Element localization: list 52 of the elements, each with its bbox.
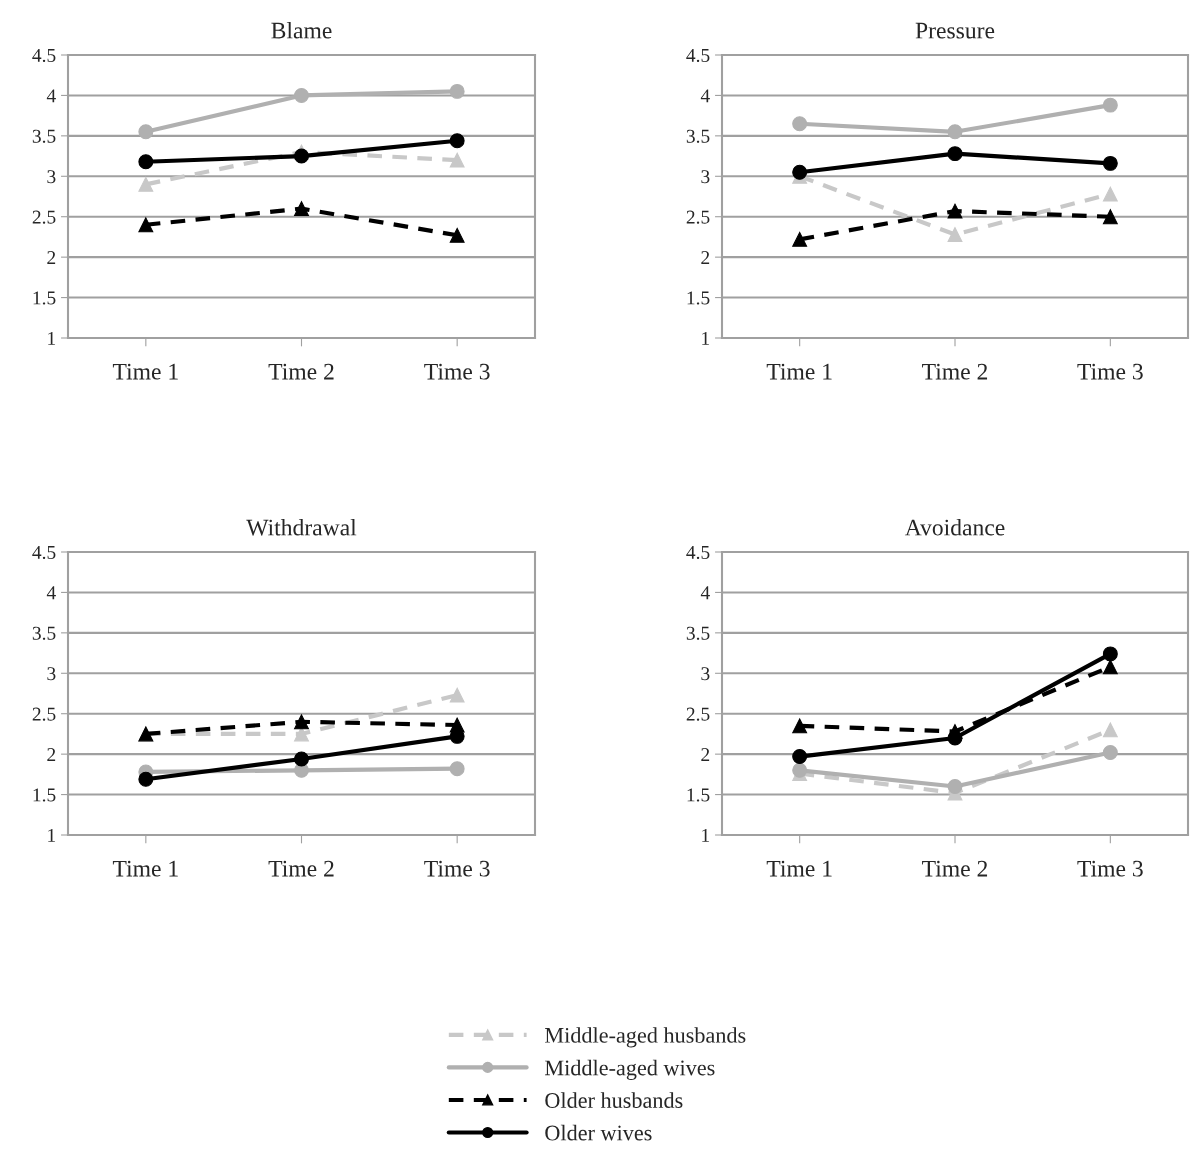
y-tick-label: 3 [701, 667, 710, 681]
y-tick-label: 4 [700, 586, 710, 600]
chart-title: Avoidance [904, 518, 1005, 536]
y-tick-label: 1 [48, 828, 56, 842]
y-tick-label: 1.5 [33, 291, 56, 305]
y-tick-label: 3 [47, 667, 56, 681]
y-tick-label: 1.5 [687, 291, 710, 305]
y-tick-label: 1 [48, 331, 56, 345]
y-tick-label: 1.5 [687, 788, 710, 802]
x-tick-label: Time 3 [424, 860, 490, 877]
y-tick-label: 3.5 [686, 626, 710, 640]
y-tick-label: 4 [46, 586, 56, 600]
legend-label: Older husbands [545, 1092, 683, 1108]
y-tick-label: 2.5 [686, 210, 710, 224]
y-tick-label: 3 [701, 170, 710, 184]
y-tick-label: 1.5 [33, 788, 56, 802]
y-tick-label: 2.5 [32, 707, 56, 721]
chart-title: Blame [271, 21, 332, 39]
x-tick-label: Time 3 [424, 363, 490, 380]
x-tick-label: Time 1 [112, 363, 178, 380]
y-tick-label: 2.5 [686, 707, 710, 721]
y-tick-label: 4.5 [686, 545, 710, 560]
y-tick-label: 3.5 [32, 129, 56, 143]
x-tick-label: Time 2 [268, 860, 334, 877]
legend-label: Middle-aged husbands [545, 1027, 746, 1048]
y-tick-label: 2 [47, 748, 56, 761]
legend-label: Middle-aged wives [545, 1059, 715, 1080]
x-tick-label: Time 2 [268, 363, 334, 380]
y-tick-label: 2 [701, 748, 710, 761]
x-tick-label: Time 3 [1077, 860, 1143, 877]
x-tick-label: Time 3 [1077, 363, 1143, 380]
y-tick-label: 1 [702, 331, 710, 345]
y-tick-label: 4.5 [32, 545, 56, 560]
y-tick-label: 1 [702, 828, 710, 842]
y-tick-label: 2 [47, 251, 56, 264]
chart-title: Pressure [915, 22, 995, 39]
y-tick-label: 2.5 [32, 210, 56, 224]
chart-title: Withdrawal [246, 518, 357, 536]
y-tick-label: 3 [47, 170, 56, 184]
legend-label: Older wives [545, 1124, 652, 1141]
x-tick-label: Time 1 [766, 860, 832, 877]
y-tick-label: 4.5 [686, 48, 710, 63]
y-tick-label: 3.5 [686, 129, 710, 143]
y-tick-label: 4 [700, 89, 710, 103]
x-tick-label: Time 2 [922, 363, 988, 380]
x-tick-label: Time 1 [112, 860, 178, 877]
y-tick-label: 4 [46, 89, 56, 103]
y-tick-label: 4.5 [32, 48, 56, 63]
x-tick-label: Time 2 [922, 860, 988, 877]
y-tick-label: 2 [701, 251, 710, 264]
y-tick-label: 3.5 [32, 626, 56, 640]
x-tick-label: Time 1 [766, 363, 832, 380]
